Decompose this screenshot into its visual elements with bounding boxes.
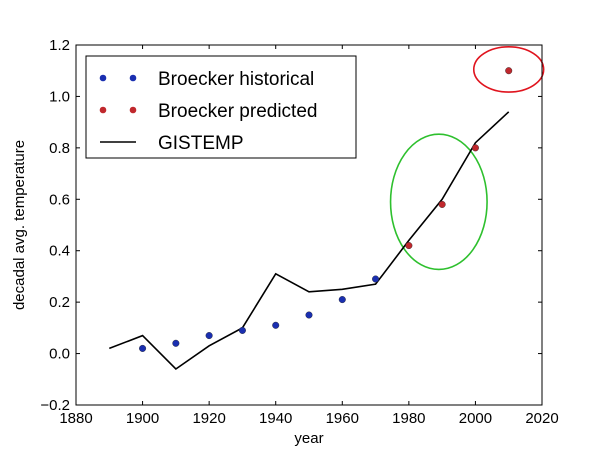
y-tick-label: 1.0 — [49, 88, 70, 105]
broecker-historical-point — [272, 321, 280, 329]
plot-frame — [75, 44, 543, 406]
broecker-historical-point — [238, 326, 246, 334]
broecker-historical-point — [372, 275, 380, 283]
broecker-historical-point — [139, 344, 147, 352]
broecker-predicted-point — [438, 200, 446, 208]
x-tick-label: 1960 — [326, 410, 359, 427]
y-tick-label: 1.2 — [49, 37, 70, 54]
y-tick-label: 0.6 — [49, 191, 70, 208]
x-tick-label: 1900 — [126, 410, 159, 427]
x-tick-label: 1940 — [259, 410, 292, 427]
y-tick-label: −0.2 — [40, 397, 70, 414]
gistemp-line — [108, 111, 510, 371]
y-tick-label: 0.0 — [49, 346, 70, 363]
broecker-predicted-point — [405, 242, 413, 250]
x-axis-title: year — [294, 430, 323, 447]
x-tick-label: 1980 — [392, 410, 425, 427]
broecker-historical-point — [305, 311, 313, 319]
broecker-historical-point — [338, 296, 346, 304]
legend-swatch-broecker-historical — [129, 74, 137, 82]
y-tick-label: 0.8 — [49, 140, 70, 157]
legend-swatch-broecker-predicted — [99, 106, 107, 114]
x-tick-label: 2000 — [459, 410, 492, 427]
y-tick-label: 0.2 — [49, 294, 70, 311]
legend-box — [85, 55, 357, 159]
legend-label-broecker-historical: Broecker historical — [158, 69, 314, 90]
x-tick-label: 1880 — [59, 410, 92, 427]
broecker-historical-point — [172, 339, 180, 347]
line-layer — [108, 111, 510, 371]
legend-label-gistemp: GISTEMP — [158, 133, 244, 154]
broecker-predicted-point — [505, 67, 513, 75]
broecker-predicted-point — [471, 144, 479, 152]
points-layer — [139, 67, 513, 352]
x-tick-label: 1920 — [192, 410, 225, 427]
y-axis-title: decadal avg. temperature — [11, 140, 28, 310]
legend-label-broecker-predicted: Broecker predicted — [158, 101, 317, 122]
x-tick-label: 2020 — [525, 410, 558, 427]
legend-entries: Broecker historical Broecker predicted GIS… — [99, 69, 317, 154]
legend-swatch-broecker-historical — [99, 74, 107, 82]
y-tick-label: 0.4 — [49, 243, 70, 260]
ticks-layer: 1880 1900 1920 1940 1960 1980 2000 2020 −0.2 0.0 0… — [40, 37, 558, 427]
legend: Broecker historical Broecker predicted GIS… — [85, 55, 357, 159]
green-highlight-ellipse — [389, 133, 488, 271]
annotation-layer — [389, 46, 545, 271]
legend-swatch-broecker-predicted — [129, 106, 137, 114]
broecker-historical-point — [205, 332, 213, 340]
red-highlight-ellipse — [472, 46, 545, 93]
